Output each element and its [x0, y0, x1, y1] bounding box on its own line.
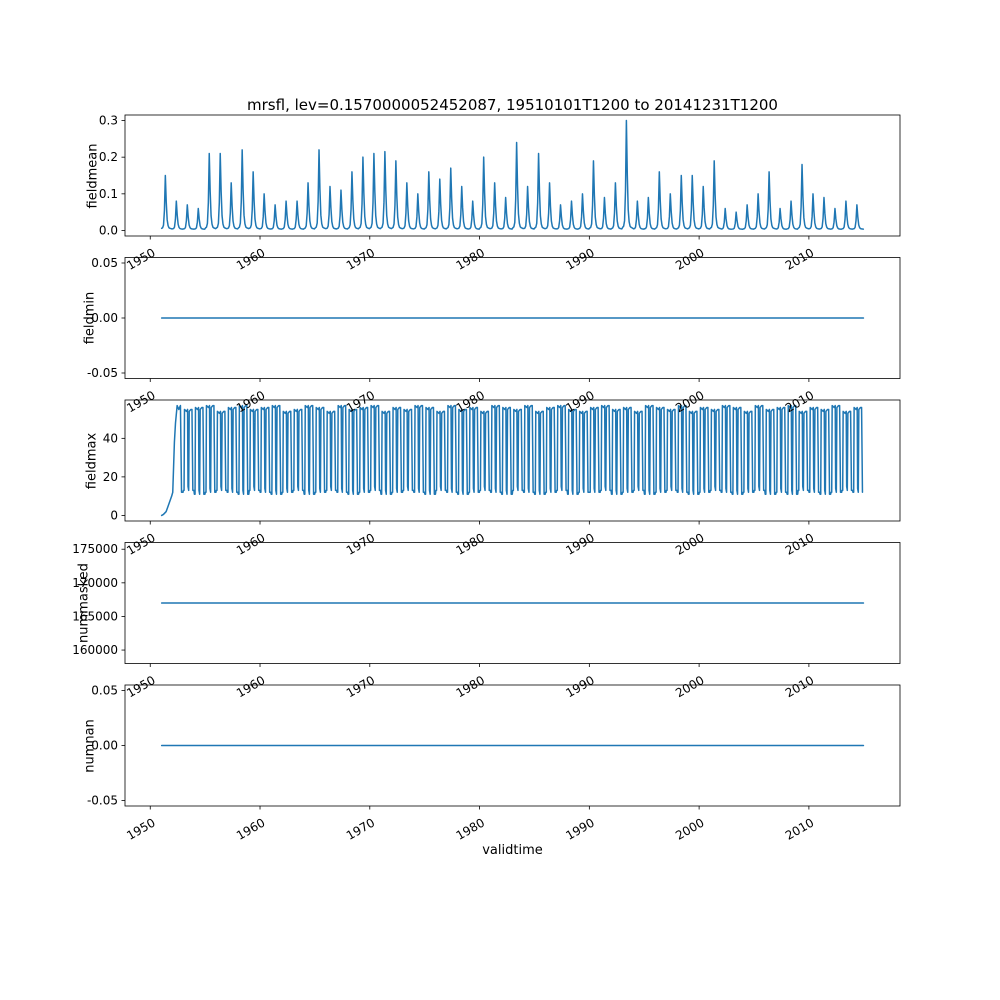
- svg-text:-0.05: -0.05: [87, 366, 118, 380]
- svg-text:0.00: 0.00: [91, 739, 118, 753]
- svg-text:20: 20: [103, 470, 118, 484]
- svg-text:0.00: 0.00: [91, 311, 118, 325]
- svg-text:165000: 165000: [72, 609, 118, 623]
- ylabel-fieldmean: fieldmean: [85, 143, 101, 209]
- svg-text:0.05: 0.05: [91, 256, 118, 270]
- svg-text:0.2: 0.2: [99, 150, 118, 164]
- svg-text:2010: 2010: [783, 815, 816, 842]
- svg-text:0: 0: [110, 508, 118, 522]
- svg-text:0.0: 0.0: [99, 224, 118, 238]
- svg-text:0.1: 0.1: [99, 187, 118, 201]
- svg-text:0.3: 0.3: [99, 114, 118, 128]
- svg-text:1990: 1990: [563, 815, 596, 842]
- ylabel-nummasked: nummasked: [76, 563, 92, 643]
- svg-text:170000: 170000: [72, 576, 118, 590]
- svg-text:1960: 1960: [234, 815, 267, 842]
- svg-text:1980: 1980: [454, 815, 487, 842]
- svg-text:175000: 175000: [72, 542, 118, 556]
- svg-text:1950: 1950: [124, 815, 157, 842]
- svg-text:40: 40: [103, 431, 118, 445]
- svg-text:1970: 1970: [344, 815, 377, 842]
- svg-text:-0.05: -0.05: [87, 794, 118, 808]
- svg-text:0.05: 0.05: [91, 684, 118, 698]
- svg-text:160000: 160000: [72, 643, 118, 657]
- x-axis-label: validtime: [482, 843, 543, 858]
- ylabel-numnan: numnan: [82, 719, 98, 773]
- ylabel-fieldmin: fieldmin: [82, 291, 98, 345]
- svg-text:2000: 2000: [673, 815, 706, 842]
- figure-title: mrsfl, lev=0.1570000052452087, 19510101T…: [247, 96, 778, 114]
- ylabel-fieldmax: fieldmax: [84, 432, 100, 490]
